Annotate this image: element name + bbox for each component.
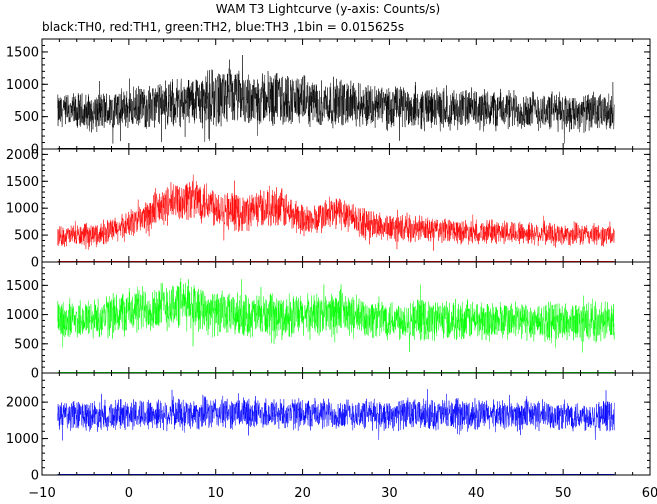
y-tick-label: 1500 — [6, 279, 39, 294]
x-tick-label: 40 — [468, 486, 485, 501]
panel-th2: 0 500 1000 1500 — [6, 261, 651, 382]
y-tick-label: 1000 — [6, 202, 39, 217]
panel-frame-th0 — [41, 38, 651, 150]
y-tick-label: 2000 — [6, 148, 39, 163]
panel-th1: 0 500 1000 1500 2000 — [6, 148, 651, 271]
lightcurve-trace-th1 — [57, 174, 615, 251]
y-tick-label: 0 — [31, 469, 39, 484]
y-tick-label: 500 — [14, 229, 39, 244]
lightcurve-trace-th2 — [57, 278, 615, 353]
y-tick-label: 1500 — [6, 175, 39, 190]
panel-th0: 0 500 1000 1500 — [6, 38, 651, 158]
y-tick-label: 2000 — [6, 396, 39, 411]
x-tick-label: 60 — [642, 486, 657, 501]
chart-subtitle: black:TH0, red:TH1, green:TH2, blue:TH3 … — [42, 20, 404, 34]
x-tick-label: −10 — [28, 486, 55, 501]
lightcurve-trace-th0 — [57, 55, 615, 144]
y-tick-label: 0 — [31, 143, 39, 158]
lightcurve-trace-th3 — [57, 389, 615, 441]
panels-group: 0500100015000500100015002000050010001500… — [6, 38, 651, 484]
x-axis: −10 0 10 20 30 40 50 60 — [28, 486, 657, 501]
chart-title: WAM T3 Lightcurve (y-axis: Counts/s) — [216, 2, 440, 16]
y-tick-label: 1500 — [6, 45, 39, 60]
x-tick-label: 0 — [125, 486, 133, 501]
x-tick-label: 10 — [207, 486, 224, 501]
y-tick-label: 0 — [31, 256, 39, 271]
y-tick-label: 500 — [14, 337, 39, 352]
panel-th3: 0 1000 2000 — [6, 372, 651, 484]
x-tick-label: 20 — [294, 486, 311, 501]
y-tick-label: 1000 — [6, 432, 39, 447]
x-tick-label: 50 — [555, 486, 572, 501]
x-tick-label: 30 — [381, 486, 398, 501]
y-tick-label: 1000 — [6, 78, 39, 93]
y-tick-label: 1000 — [6, 308, 39, 323]
y-tick-label: 500 — [14, 110, 39, 125]
y-tick-label: 0 — [31, 367, 39, 382]
